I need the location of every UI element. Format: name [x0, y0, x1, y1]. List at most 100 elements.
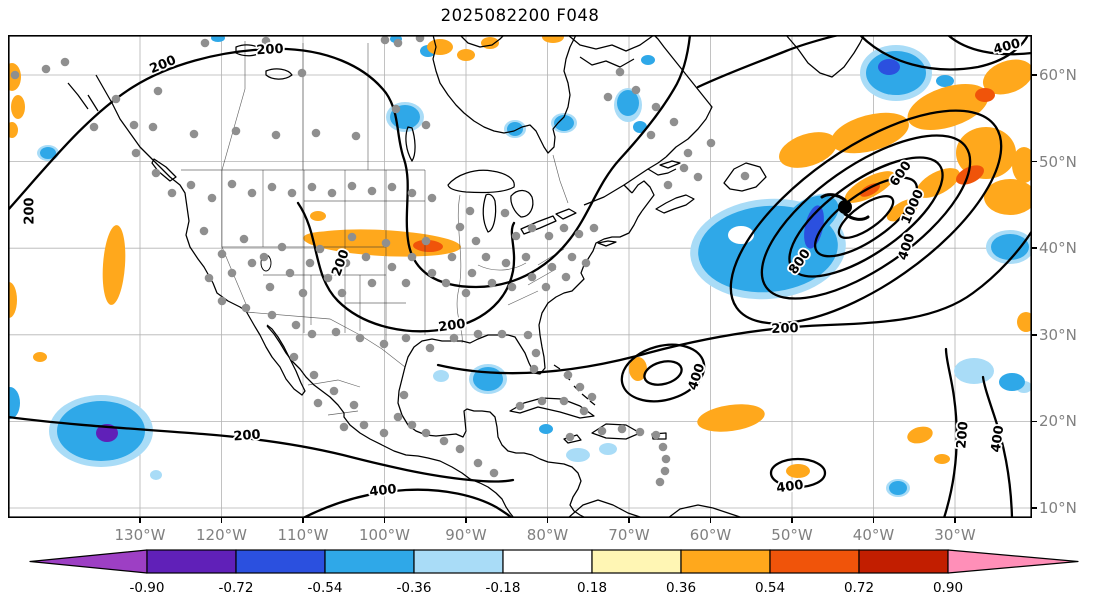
station-dot	[511, 231, 521, 241]
station-dot	[427, 193, 437, 203]
station-dot	[227, 179, 237, 189]
lon-tick-label: 120°W	[196, 526, 247, 544]
map-frame	[8, 35, 1032, 518]
grid-lines	[8, 35, 1032, 518]
lat-tick-label: 50°N	[1039, 152, 1077, 171]
storm-marker	[820, 193, 870, 221]
lon-tick	[139, 518, 141, 523]
station-dot	[309, 370, 319, 380]
station-dot	[361, 252, 371, 262]
station-dot	[473, 458, 483, 468]
lon-tick-label: 100°W	[359, 526, 410, 544]
colorbar-segment	[413, 549, 504, 574]
colorbar-right-arrow	[947, 549, 1079, 574]
station-dot	[189, 129, 199, 139]
station-dot	[547, 262, 557, 272]
lon-tick	[954, 518, 956, 523]
station-dot	[615, 67, 625, 77]
station-dot	[347, 232, 357, 242]
station-dot	[267, 310, 277, 320]
lon-tick	[628, 518, 630, 523]
contour-label: 200	[148, 53, 179, 77]
colorbar-tick-label: -0.18	[486, 580, 521, 596]
station-dot	[367, 278, 377, 288]
plot-title: 2025082200 F048	[440, 6, 600, 25]
lon-tick-label: 130°W	[114, 526, 166, 544]
station-dot	[497, 329, 507, 339]
lon-tick	[546, 518, 549, 523]
station-dot	[259, 252, 269, 262]
contour-label: 200	[23, 197, 38, 224]
station-dot	[347, 181, 357, 191]
station-dot	[646, 130, 656, 140]
storm-tail-icon	[820, 193, 847, 202]
station-dot	[565, 432, 575, 442]
station-dot	[41, 64, 51, 74]
station-dot	[617, 424, 627, 434]
station-dot	[89, 122, 99, 132]
station-dot	[10, 70, 20, 80]
station-dot	[379, 339, 389, 349]
lon-tick-label: 60°W	[689, 526, 732, 544]
station-dot	[507, 282, 517, 292]
contour-label: 200	[256, 42, 284, 58]
lat-tick-label: 60°N	[1039, 66, 1077, 84]
station-dot	[111, 94, 121, 104]
station-dot	[331, 327, 341, 337]
lat-tick	[1032, 507, 1037, 509]
station-dot	[421, 236, 431, 246]
station-dot	[421, 120, 431, 130]
lat-tick	[1032, 334, 1037, 336]
station-dot	[271, 130, 281, 140]
station-dot	[339, 422, 349, 432]
station-dot	[465, 206, 475, 216]
station-dot	[663, 180, 673, 190]
station-dot	[575, 382, 585, 392]
station-dot	[425, 343, 435, 353]
coastlines	[67, 35, 865, 518]
station-dot	[415, 35, 425, 43]
colorbar-tick-label: 0.90	[933, 580, 963, 596]
station-dot	[337, 288, 347, 298]
station-dot	[660, 466, 670, 476]
station-dot	[297, 68, 307, 78]
station-dot	[323, 273, 333, 283]
station-dot	[541, 282, 551, 292]
station-dot	[597, 426, 607, 436]
station-dot	[661, 454, 671, 464]
colorbar-tick-label: -0.36	[397, 580, 432, 596]
station-dot	[655, 477, 665, 487]
contour-label: 200	[233, 428, 261, 445]
colorbar-tick-label: 0.72	[844, 580, 874, 596]
station-dot	[529, 364, 539, 374]
colorbar-tick-label: 0.18	[577, 580, 607, 596]
station-dot	[217, 296, 227, 306]
station-dot	[227, 268, 237, 278]
station-dot	[407, 188, 417, 198]
station-dot	[527, 272, 537, 282]
station-dot	[563, 370, 573, 380]
station-dot	[455, 222, 465, 232]
station-dot	[60, 57, 70, 67]
lon-tick-label: 50°W	[771, 526, 813, 544]
station-dot	[265, 282, 275, 292]
station-dot	[471, 236, 481, 246]
station-dot	[241, 303, 251, 313]
station-dot	[217, 249, 227, 259]
station-dot	[341, 258, 351, 268]
station-dot	[421, 428, 431, 438]
station-dot	[489, 468, 499, 478]
colorbar-segment	[591, 549, 682, 574]
station-dot	[693, 172, 703, 182]
station-dot	[351, 131, 361, 141]
lon-tick	[465, 518, 467, 523]
station-dots	[10, 35, 750, 487]
station-dot	[651, 102, 661, 112]
station-dot	[574, 229, 584, 239]
station-dot	[501, 258, 511, 268]
station-dot	[679, 163, 689, 173]
station-dot	[148, 122, 158, 132]
station-dot	[291, 320, 301, 330]
